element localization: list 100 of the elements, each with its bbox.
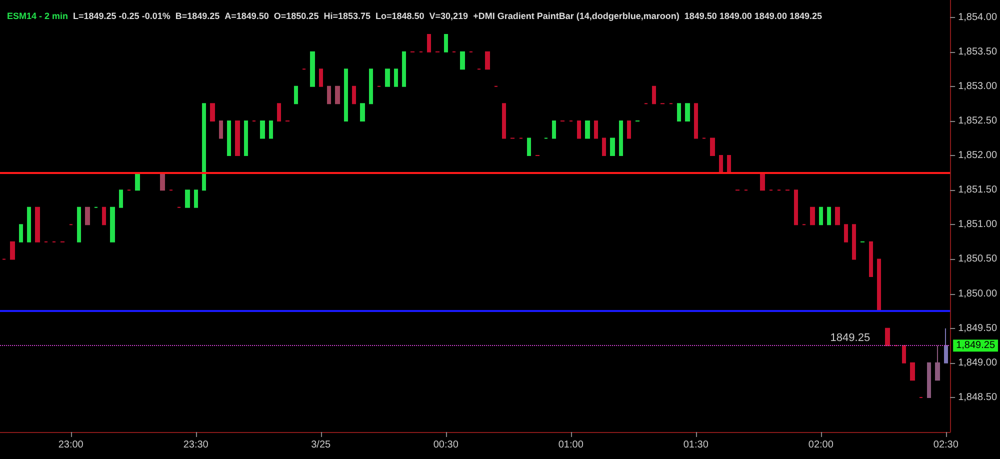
candlestick xyxy=(719,155,723,174)
candlestick xyxy=(460,51,465,70)
x-tick-label: 01:00 xyxy=(558,440,584,450)
ref-line-label: 1849.25 xyxy=(830,332,870,344)
candlestick xyxy=(110,206,115,242)
candlestick xyxy=(294,86,298,104)
candlestick xyxy=(344,68,348,122)
x-tick-label: 00:30 xyxy=(433,440,459,450)
candlestick xyxy=(594,120,598,139)
candlestick xyxy=(610,138,615,156)
candlestick xyxy=(485,51,490,70)
candlestick xyxy=(402,51,406,87)
annotation: Hi=1853.75 xyxy=(324,11,370,21)
y-tick-label: 1,853.50 xyxy=(958,46,998,58)
candlestick xyxy=(327,86,331,104)
candlestick xyxy=(227,120,231,156)
candlestick xyxy=(827,206,831,226)
candlestick xyxy=(385,68,390,87)
candlestick xyxy=(619,120,623,156)
candlestick xyxy=(502,103,506,139)
x-tick-label: 3/25 xyxy=(311,440,332,450)
text: ESM14 - 2 min xyxy=(7,11,68,21)
candlestick xyxy=(810,206,815,226)
annotation: Lo=1848.50 xyxy=(375,11,424,21)
candlestick xyxy=(844,224,848,242)
candlestick xyxy=(877,258,881,312)
candlestick xyxy=(927,362,931,398)
candlestick xyxy=(627,120,631,139)
y-tick-label: 1,854.00 xyxy=(958,12,998,23)
candlestick xyxy=(10,241,15,260)
candlestick xyxy=(19,224,23,242)
x-tick-label: 02:00 xyxy=(808,440,834,450)
candlestick xyxy=(677,103,681,122)
y-tick-label: 1,848.50 xyxy=(958,392,998,403)
y-tick-label: 1,851.50 xyxy=(958,184,998,196)
candlestick xyxy=(119,190,123,208)
candlestick xyxy=(869,241,873,277)
candlestick xyxy=(444,34,448,52)
candlestick xyxy=(135,172,140,191)
candlestick xyxy=(794,190,798,226)
candlestick xyxy=(369,68,373,104)
candlestick xyxy=(527,138,531,156)
candlestick xyxy=(194,190,198,208)
candlestick xyxy=(727,155,731,174)
annotation: A=1849.50 xyxy=(224,11,269,21)
candlestick xyxy=(710,138,715,156)
candlestick xyxy=(935,345,940,381)
candlestick xyxy=(602,138,606,156)
candlestick xyxy=(35,206,40,242)
candlestick xyxy=(835,206,840,226)
y-tick-label: 1,849.00 xyxy=(958,357,998,368)
candlestick xyxy=(360,103,365,122)
x-tick-label: 01:30 xyxy=(683,440,709,450)
y-tick-label: 1,852.00 xyxy=(958,150,998,162)
candlestick xyxy=(694,103,698,139)
candlestick xyxy=(585,120,590,139)
y-tick-label: 1,853.00 xyxy=(958,80,998,92)
candlestick xyxy=(352,86,356,104)
y-tick-label: 1,850.50 xyxy=(958,254,998,265)
x-tick-label: 23:00 xyxy=(58,440,84,450)
candlestick xyxy=(244,120,248,156)
candlestick xyxy=(427,34,431,52)
y-tick-label: 1,850.00 xyxy=(958,288,998,300)
candlestick xyxy=(277,103,281,122)
candlestick xyxy=(760,172,765,191)
annotation: V=30,219 xyxy=(429,11,468,21)
candlestick xyxy=(577,120,581,139)
candlestick xyxy=(335,86,340,104)
candlestick xyxy=(910,362,915,381)
candlestick xyxy=(219,120,223,139)
candlestick xyxy=(202,103,206,191)
annotation: L=1849.25 -0.25 -0.01% xyxy=(73,11,170,21)
x-tick-label: 23:30 xyxy=(183,440,209,450)
y-tick-label: 1,852.50 xyxy=(958,115,998,126)
candlestick xyxy=(819,206,823,226)
candlestick xyxy=(310,51,315,87)
candlestick xyxy=(85,206,90,226)
candlestick xyxy=(210,103,215,122)
candlestick xyxy=(319,68,323,87)
candlestick xyxy=(902,345,906,364)
candlestick xyxy=(652,86,656,104)
x-tick-label: 02:30 xyxy=(933,440,959,450)
candlestick xyxy=(269,120,273,139)
annotation: B=1849.25 xyxy=(175,11,220,21)
candlestick xyxy=(27,206,31,242)
candlestick xyxy=(160,172,165,191)
candlestick xyxy=(552,120,556,139)
candlestick xyxy=(77,206,81,242)
candlestick xyxy=(185,190,190,208)
text: 1,849.25 xyxy=(956,340,996,352)
annotation: +DMI Gradient PaintBar (14,dodgerblue,maroon) xyxy=(473,11,680,21)
y-tick-label: 1,851.00 xyxy=(958,219,998,230)
candlestick xyxy=(260,120,265,139)
candlestick xyxy=(102,206,106,226)
annotation: 1849.50 1849.00 1849.00 1849.25 xyxy=(684,11,822,21)
candlestick xyxy=(944,328,948,364)
candlestick xyxy=(394,68,398,87)
candlestick xyxy=(685,103,690,122)
y-tick-label: 1,849.50 xyxy=(958,322,998,334)
candlestick xyxy=(852,224,856,260)
